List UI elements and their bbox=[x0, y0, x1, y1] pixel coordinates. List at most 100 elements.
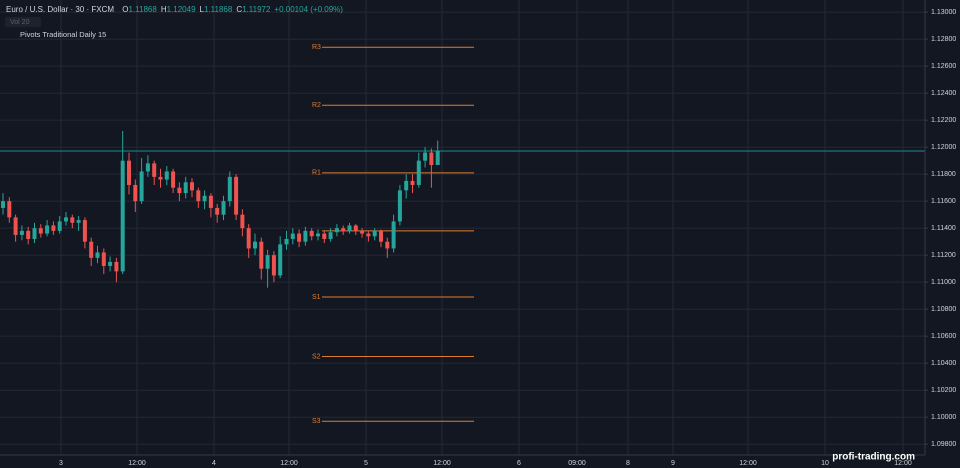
candle-body bbox=[89, 241, 94, 258]
vol-indicator-box[interactable] bbox=[5, 17, 41, 27]
ohlc-label: H bbox=[161, 5, 167, 14]
candle-body bbox=[246, 228, 251, 249]
candle-body bbox=[202, 195, 207, 202]
x-tick-label: 09:00 bbox=[568, 460, 586, 467]
candle-body bbox=[265, 255, 270, 269]
candle-body bbox=[183, 182, 188, 194]
candle-body bbox=[32, 228, 37, 239]
candle-body bbox=[253, 241, 257, 249]
candle-body bbox=[101, 252, 106, 266]
ohlc-value: 1.12049 bbox=[167, 5, 196, 14]
candle-body bbox=[271, 255, 276, 276]
candle-body bbox=[120, 160, 125, 272]
ohlc-label: C bbox=[236, 5, 242, 14]
candle-body bbox=[64, 217, 68, 222]
axes: 1.13000 1.12800 1.12600 1.12400 1.12200 1.120… bbox=[59, 9, 956, 467]
candle-body bbox=[391, 221, 396, 249]
y-tick-label: 1.11000 bbox=[931, 279, 956, 286]
watermark: profi-trading.com bbox=[832, 452, 915, 463]
candle-body bbox=[297, 233, 302, 242]
candle-body bbox=[171, 171, 176, 188]
pivot-label: R3 bbox=[312, 44, 321, 51]
candle-body bbox=[152, 163, 157, 177]
x-tick-label: 12:00 bbox=[894, 460, 912, 467]
candle-body bbox=[347, 225, 352, 231]
candle-body bbox=[334, 228, 339, 233]
y-tick-label: 1.11400 bbox=[931, 225, 956, 232]
y-tick-label: 1.10200 bbox=[931, 387, 956, 394]
candle-body bbox=[221, 201, 226, 215]
candle-body bbox=[145, 163, 150, 172]
candle-body bbox=[13, 217, 18, 235]
candle-body bbox=[240, 214, 245, 229]
y-tick-label: 1.10600 bbox=[931, 333, 956, 340]
x-tick-label: 9 bbox=[671, 460, 675, 467]
candle-body bbox=[196, 190, 201, 202]
ohlc-label: O bbox=[122, 5, 128, 14]
symbol-title: Euro / U.S. Dollar · 30 · FXCM bbox=[6, 5, 114, 14]
pivot-label: S3 bbox=[312, 418, 321, 425]
x-tick-label: 12:00 bbox=[739, 460, 757, 467]
candle-body bbox=[366, 233, 371, 237]
y-tick-label: 1.12200 bbox=[931, 117, 956, 124]
pivot-indicator[interactable]: Pivots Traditional Daily 15 bbox=[20, 30, 106, 39]
candle-body bbox=[416, 160, 421, 185]
candle-body bbox=[360, 230, 365, 234]
candle-body bbox=[82, 220, 87, 242]
candle-body bbox=[341, 228, 346, 231]
y-tick-label: 1.10000 bbox=[931, 414, 956, 421]
candle-body bbox=[51, 225, 56, 231]
candle-body bbox=[164, 171, 169, 180]
y-tick-label: 1.12000 bbox=[931, 144, 956, 151]
change: +0.00104 (+0.09%) bbox=[274, 5, 343, 14]
candle-body bbox=[435, 150, 440, 165]
candle-body bbox=[404, 180, 409, 191]
candle-body bbox=[290, 233, 295, 239]
candle-body bbox=[70, 217, 75, 223]
candle-body bbox=[234, 176, 239, 215]
candle-body bbox=[76, 220, 81, 223]
candle-body bbox=[114, 261, 119, 272]
x-tick-label: 5 bbox=[364, 460, 368, 467]
header: Euro / U.S. Dollar · 30 · FXCM O 1.11868 H… bbox=[6, 5, 343, 14]
candle-body bbox=[227, 176, 232, 202]
x-tick-label: 12:00 bbox=[280, 460, 298, 467]
candle-body bbox=[303, 230, 308, 242]
candle-body bbox=[385, 241, 390, 249]
candle-body bbox=[208, 195, 213, 208]
ohlc-value: 1.11868 bbox=[204, 5, 233, 14]
y-tick-label: 1.10400 bbox=[931, 360, 956, 367]
candle-body bbox=[284, 238, 289, 245]
x-tick-label: 4 bbox=[212, 460, 216, 467]
ohlc-value: 1.11972 bbox=[242, 5, 271, 14]
candle-body bbox=[19, 230, 24, 235]
candle-body bbox=[328, 232, 333, 239]
candle-body bbox=[410, 180, 415, 185]
candle-body bbox=[429, 152, 434, 165]
candle-body bbox=[322, 233, 327, 239]
candle-body bbox=[423, 152, 428, 161]
pivot-label: S2 bbox=[312, 353, 321, 360]
candle-body bbox=[7, 201, 12, 218]
candle-body bbox=[57, 221, 62, 231]
candle-body bbox=[108, 261, 113, 266]
x-tick-label: 3 bbox=[59, 460, 63, 467]
candle-body bbox=[127, 160, 131, 185]
pivot-label: R2 bbox=[312, 102, 321, 109]
vol-indicator[interactable]: Vol 20 bbox=[10, 19, 30, 26]
candle-body bbox=[397, 190, 402, 222]
x-tick-label: 8 bbox=[626, 460, 630, 467]
candle-body bbox=[158, 176, 163, 180]
candle-body bbox=[278, 244, 283, 276]
x-tick-label: 12:00 bbox=[128, 460, 146, 467]
candle-body bbox=[372, 230, 377, 237]
y-tick-label: 1.13000 bbox=[931, 9, 956, 16]
y-tick-label: 1.11600 bbox=[931, 198, 956, 205]
candle-body bbox=[177, 187, 182, 194]
candle-body bbox=[38, 228, 43, 234]
y-tick-label: 1.12400 bbox=[931, 90, 956, 97]
y-tick-label: 1.12600 bbox=[931, 63, 956, 70]
y-tick-label: 1.09800 bbox=[931, 441, 956, 448]
